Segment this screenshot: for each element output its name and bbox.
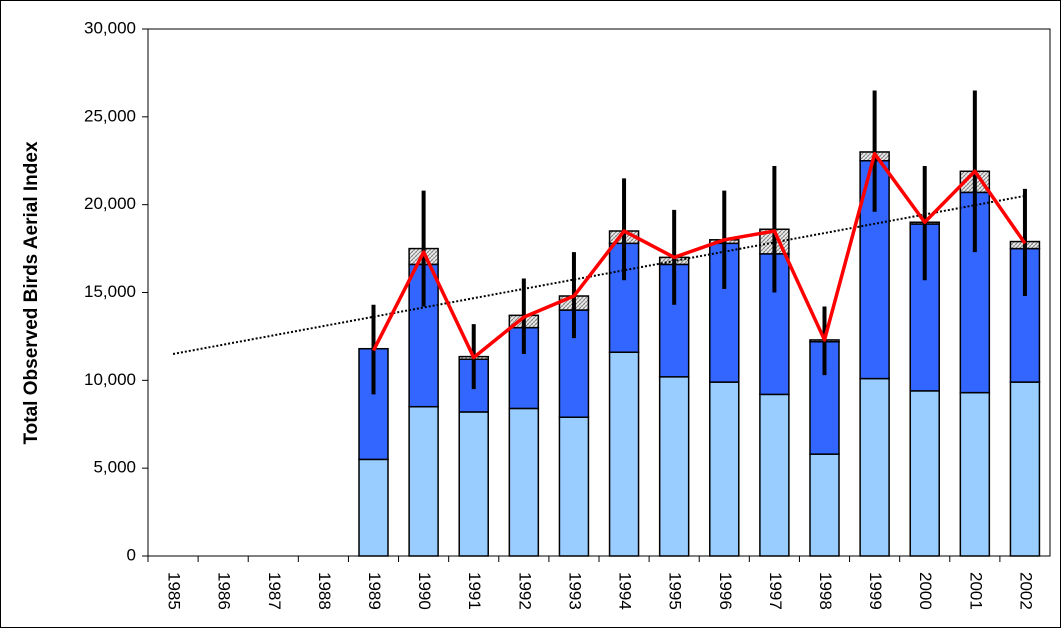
bar-segment [909,390,940,557]
y-tick-label: 30,000 [84,18,136,37]
x-tick-label: 1988 [315,572,334,610]
bar-segment [408,405,439,557]
bar-segment [658,376,690,557]
y-tick-label: 0 [127,545,136,564]
plot-area [147,28,1051,557]
x-tick-label: 1989 [365,572,384,610]
x-tick-label: 1991 [465,572,484,610]
y-axis-label: Total Observed Birds Aerial Index [21,141,42,444]
y-tick-label: 5,000 [93,458,136,477]
bar-segment [458,411,489,557]
x-tick-label: 1993 [565,572,584,610]
x-tick-label: 2001 [966,572,985,610]
y-tick-label: 15,000 [84,282,136,301]
bar-segment [859,377,890,557]
x-tick-label: 2000 [916,572,935,610]
x-tick-label: 1995 [666,572,685,610]
bar-segment [358,458,389,557]
y-tick-label: 25,000 [84,106,136,125]
bar-segment [508,407,540,557]
bar-segment [608,351,640,557]
bar-segment [1009,381,1041,557]
y-tick-label: 10,000 [84,370,136,389]
x-tick-label: 2002 [1016,572,1035,610]
x-tick-label: 1990 [415,572,434,610]
bar-segment [959,391,991,557]
bar-segment [759,393,790,557]
total-line [371,151,1027,360]
x-tick-label: 1997 [766,572,785,610]
bar-segment [709,381,740,557]
x-tick-label: 1992 [515,572,534,610]
x-tick-label: 1998 [816,572,835,610]
trend-line [172,194,1026,355]
x-tick-label: 1987 [265,572,284,610]
x-tick-label: 1994 [616,572,635,610]
bar-segment [809,453,840,557]
x-tick-label: 1986 [215,572,234,610]
x-tick-label: 1996 [716,572,735,610]
y-tick-label: 20,000 [84,194,136,213]
x-tick-label: 1985 [165,572,184,610]
bar-segment [558,416,590,557]
x-tick-label: 1999 [866,572,885,610]
bar-segment [358,347,389,461]
